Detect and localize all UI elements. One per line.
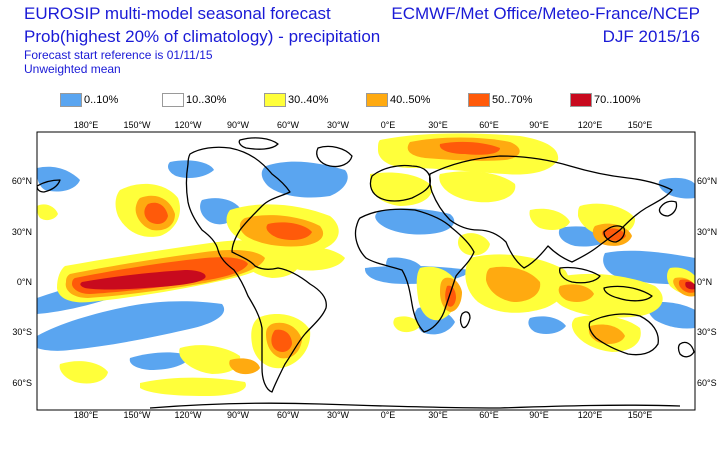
world-precipitation-map: 180°E 150°W 120°W 90°W 60°W 30°W 0°E 30°…	[12, 120, 717, 420]
lon-top-label-9: 90°E	[529, 120, 549, 130]
lon-top-label-3: 90°W	[227, 120, 250, 130]
very-high-probability-regions	[80, 270, 695, 290]
map-frame	[36, 131, 696, 411]
map-subtitle: Prob(highest 20% of climatology) - preci…	[24, 27, 381, 46]
legend-label-1: 10..30%	[186, 94, 227, 106]
coastlines	[37, 137, 695, 409]
lat-right-label-3: 30°S	[697, 327, 717, 337]
lat-right-label-0: 60°N	[697, 176, 717, 186]
lon-top-label-8: 60°E	[479, 120, 499, 130]
lon-bottom-label-8: 60°E	[479, 410, 499, 420]
legend-label-4: 50..70%	[492, 94, 533, 106]
probability-legend: 0..10% 10..30% 30..40% 40..50% 50..70% 7…	[0, 92, 726, 112]
lat-right-label-2: 0°N	[697, 277, 712, 287]
lon-bottom-label-4: 60°W	[277, 410, 300, 420]
lon-bottom-label-9: 90°E	[529, 410, 549, 420]
legend-item-0: 0..10%	[60, 92, 118, 108]
legend-item-2: 30..40%	[264, 92, 328, 108]
lon-bottom-label-6: 0°E	[381, 410, 396, 420]
legend-item-5: 70..100%	[570, 92, 640, 108]
lon-top-label-7: 30°E	[428, 120, 448, 130]
lon-top-label-0: 180°E	[74, 120, 99, 130]
lat-right-label-4: 60°S	[697, 378, 717, 388]
legend-label-3: 40..50%	[390, 94, 431, 106]
lon-top-label-6: 0°E	[381, 120, 396, 130]
legend-swatch-0	[60, 93, 82, 107]
forecast-season: DJF 2015/16	[602, 27, 700, 46]
legend-swatch-5	[570, 93, 592, 107]
legend-label-5: 70..100%	[594, 94, 641, 106]
legend-item-1: 10..30%	[162, 92, 226, 108]
legend-label-2: 30..40%	[288, 94, 329, 106]
lon-bottom-label-11: 150°E	[628, 410, 653, 420]
legend-item-4: 50..70%	[468, 92, 532, 108]
lon-top-label-2: 120°W	[174, 120, 202, 130]
map-title: EUROSIP multi-model seasonal forecast	[24, 4, 331, 23]
lon-top-label-4: 60°W	[277, 120, 300, 130]
lat-left-label-0: 60°N	[12, 176, 32, 186]
legend-swatch-3	[366, 93, 388, 107]
lon-top-label-1: 150°W	[123, 120, 151, 130]
lat-left-label-2: 0°N	[17, 277, 32, 287]
legend-swatch-1	[162, 93, 184, 107]
left-latitude-labels: 60°N 30°N 0°N 30°S 60°S	[12, 176, 32, 388]
lat-right-label-1: 30°N	[697, 227, 717, 237]
mean-type: Unweighted mean	[24, 62, 121, 76]
lat-left-label-3: 30°S	[12, 327, 32, 337]
forecast-centres: ECMWF/Met Office/Meteo-France/NCEP	[391, 4, 700, 23]
legend-swatch-2	[264, 93, 286, 107]
legend-swatch-4	[468, 93, 490, 107]
forecast-start-reference: Forecast start reference is 01/11/15	[24, 48, 213, 62]
bottom-longitude-labels: 180°E 150°W 120°W 90°W 60°W 30°W 0°E 30°…	[74, 410, 653, 420]
right-latitude-labels: 60°N 30°N 0°N 30°S 60°S	[697, 176, 717, 388]
lat-left-label-1: 30°N	[12, 227, 32, 237]
lon-top-label-5: 30°W	[327, 120, 350, 130]
lon-bottom-label-3: 90°W	[227, 410, 250, 420]
lon-top-label-11: 150°E	[628, 120, 653, 130]
lon-bottom-label-10: 120°E	[578, 410, 603, 420]
lon-top-label-10: 120°E	[578, 120, 603, 130]
legend-label-0: 0..10%	[84, 94, 119, 106]
lon-bottom-label-1: 150°W	[123, 410, 151, 420]
lat-left-label-4: 60°S	[12, 378, 32, 388]
lon-bottom-label-5: 30°W	[327, 410, 350, 420]
lon-bottom-label-7: 30°E	[428, 410, 448, 420]
lon-bottom-label-2: 120°W	[174, 410, 202, 420]
lon-bottom-label-0: 180°E	[74, 410, 99, 420]
probability-fields	[37, 132, 695, 410]
top-longitude-labels: 180°E 150°W 120°W 90°W 60°W 30°W 0°E 30°…	[74, 120, 653, 130]
legend-item-3: 40..50%	[366, 92, 430, 108]
